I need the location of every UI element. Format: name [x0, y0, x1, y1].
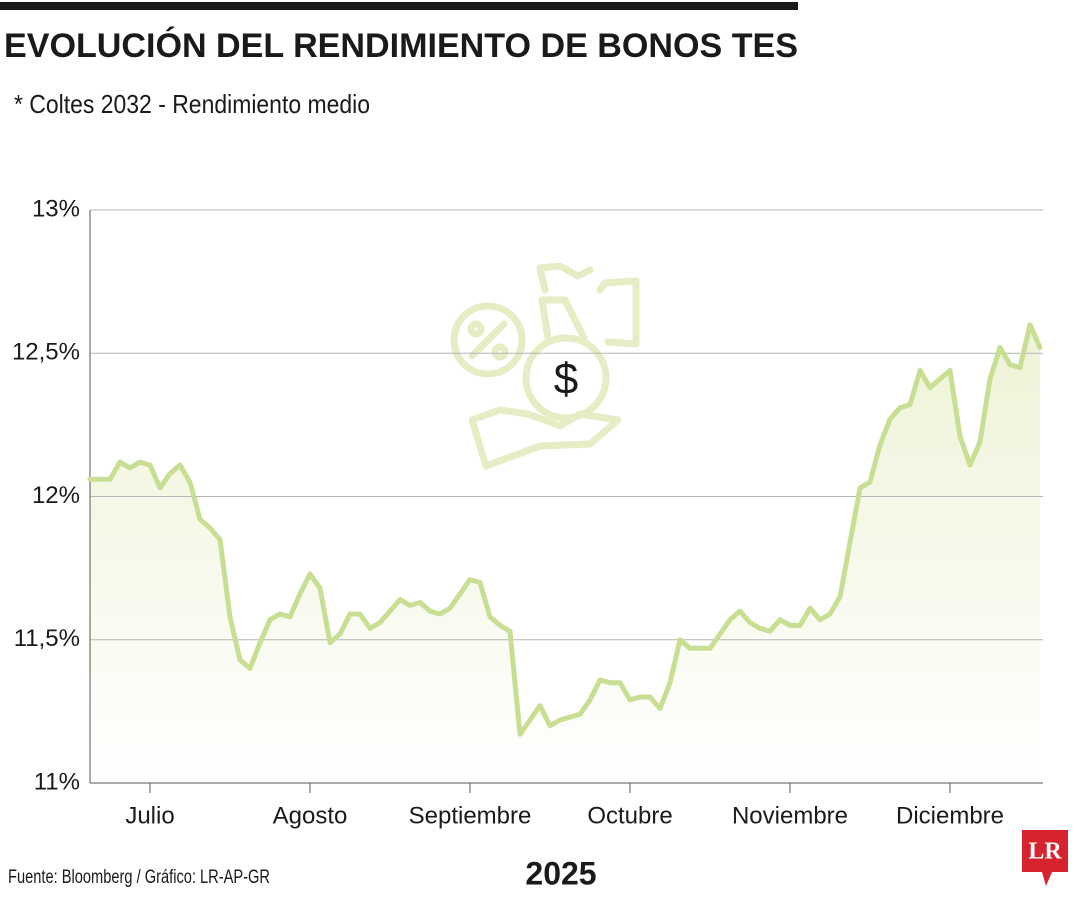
area-fill: [90, 324, 1040, 783]
top-bar: [0, 2, 798, 10]
chart-subtitle: * Coltes 2032 - Rendimiento medio: [14, 89, 370, 119]
y-tick-label: 13%: [32, 195, 80, 222]
logo-box: [1022, 830, 1068, 886]
x-tick-label: Octubre: [587, 802, 672, 829]
svg-text:$: $: [554, 355, 578, 404]
y-tick-label: 11%: [34, 768, 80, 795]
source-note: Fuente: Bloomberg / Gráfico: LR-AP-GR: [8, 867, 270, 888]
x-axis-label: 2025: [525, 855, 596, 891]
y-tick-label: 12,5%: [12, 339, 80, 366]
line: [87, 322, 1043, 737]
money-icon: $: [450, 262, 640, 470]
x-tick-label: Julio: [125, 802, 174, 829]
x-tick-label: Noviembre: [732, 802, 848, 829]
x-tick-label: Septiembre: [409, 802, 532, 829]
x-tick-label: Diciembre: [896, 802, 1004, 829]
y-tick-label: 12%: [32, 482, 80, 509]
logo: LR: [1022, 830, 1068, 886]
y-tick-label: 11,5%: [14, 625, 80, 652]
logo-text: LR: [1028, 839, 1062, 865]
chart-title: EVOLUCIÓN DEL RENDIMIENTO DE BONOS TES: [4, 27, 798, 65]
x-tick-label: Agosto: [273, 802, 348, 829]
